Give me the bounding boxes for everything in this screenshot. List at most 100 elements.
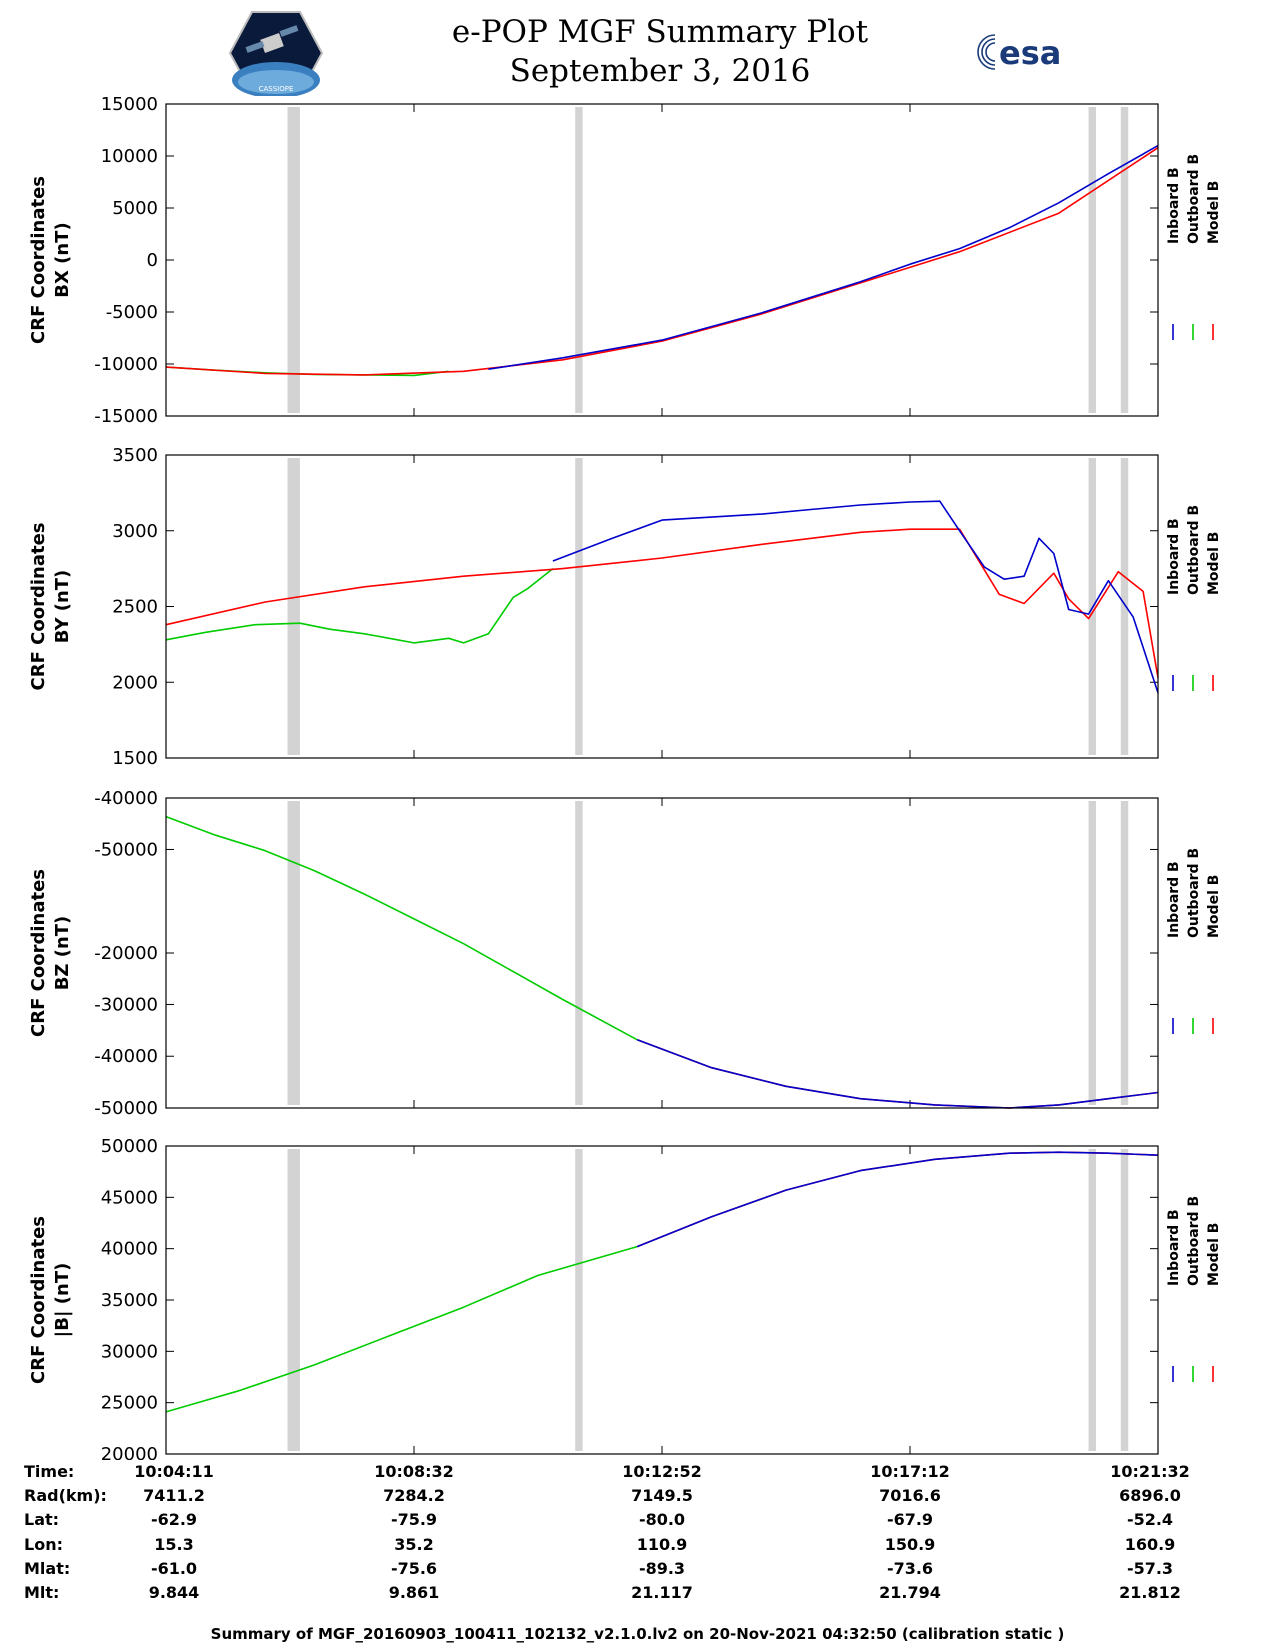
series-model-line bbox=[165, 528, 1159, 678]
data-gap-bar-2 bbox=[575, 1149, 583, 1451]
legend-label: Model B bbox=[1206, 1223, 1222, 1286]
y-tick-label: -40000 bbox=[94, 1046, 158, 1067]
legend-label: Outboard B bbox=[1186, 154, 1202, 244]
y-tick-label: -50000 bbox=[94, 1098, 158, 1119]
data-gap-bar-3 bbox=[1088, 107, 1096, 413]
y-axis-label: CRF Coordinates bbox=[28, 869, 49, 1037]
series-outboard-line bbox=[165, 567, 554, 644]
plot-date: September 3, 2016 bbox=[509, 53, 811, 89]
info-cell: -75.9 bbox=[390, 1510, 438, 1529]
y-axis-label: BX (nT) bbox=[52, 222, 73, 297]
y-axis-label: CRF Coordinates bbox=[28, 523, 49, 691]
legend-label: Inboard B bbox=[1166, 518, 1182, 595]
y-tick-label: 2000 bbox=[112, 672, 158, 693]
info-cell: 7411.2 bbox=[143, 1486, 205, 1505]
legend-label: Outboard B bbox=[1186, 505, 1202, 595]
info-row-label: Rad(km): bbox=[24, 1486, 107, 1505]
y-tick-label: 15000 bbox=[101, 94, 158, 115]
y-tick-label: 3000 bbox=[112, 521, 158, 542]
y-tick-label: -5000 bbox=[106, 302, 158, 323]
info-cell: 110.9 bbox=[636, 1535, 688, 1554]
info-cell: 9.844 bbox=[148, 1583, 200, 1602]
data-gap-bar-3 bbox=[1088, 1149, 1096, 1451]
data-gap-bar-4 bbox=[1120, 107, 1129, 413]
cassiope-logo-text: CASSIOPE bbox=[259, 85, 294, 93]
y-tick-label: 35000 bbox=[101, 1290, 158, 1311]
info-row-label: Mlt: bbox=[24, 1583, 60, 1602]
plot-frame bbox=[165, 103, 1159, 417]
y-axis-label: BZ (nT) bbox=[52, 916, 73, 991]
legend: Inboard B Outboard B Model B bbox=[1166, 154, 1222, 340]
panel-2: 3500 3000 2500 2000 1500 CRF Coordinates BY (n… bbox=[28, 445, 1222, 769]
data-gap-bar-1 bbox=[287, 107, 300, 413]
legend: Inboard B Outboard B Model B bbox=[1166, 848, 1222, 1034]
y-axis-label: CRF Coordinates bbox=[28, 176, 49, 344]
y-tick-label: 25000 bbox=[101, 1393, 158, 1414]
y-tick-label: -10000 bbox=[94, 354, 158, 375]
y-tick-label: -20000 bbox=[94, 943, 158, 964]
series-outboard-line bbox=[165, 815, 638, 1041]
series-inboard-line bbox=[636, 1039, 1159, 1109]
esa-logo: esa bbox=[977, 32, 1061, 72]
y-tick-label: -15000 bbox=[94, 406, 158, 427]
footer-summary: Summary of MGF_20160903_100411_102132_v2… bbox=[210, 1625, 1065, 1643]
info-cell: 10:21:32 bbox=[1110, 1462, 1190, 1481]
legend-label: Model B bbox=[1206, 532, 1222, 595]
orbit-info-table: Time: Rad(km): Lat: Lon: Mlat: Mlt: 10:04:11 74… bbox=[0, 1462, 1275, 1612]
info-cell: 21.117 bbox=[631, 1583, 693, 1602]
y-tick-label: 1500 bbox=[112, 748, 158, 769]
data-gap-bar-1 bbox=[287, 458, 300, 755]
cassiope-logo: CASSIOPE bbox=[228, 11, 324, 96]
info-cell: 160.9 bbox=[1124, 1535, 1176, 1554]
plot-frame bbox=[165, 797, 1159, 1109]
info-cell: -89.3 bbox=[638, 1559, 686, 1578]
data-gap-bar-3 bbox=[1088, 801, 1096, 1105]
info-cell: -73.6 bbox=[886, 1559, 934, 1578]
info-cell: 9.861 bbox=[388, 1583, 440, 1602]
info-cell: 15.3 bbox=[154, 1535, 194, 1554]
legend-label: Inboard B bbox=[1166, 861, 1182, 938]
y-tick-label: 45000 bbox=[101, 1187, 158, 1208]
info-row-label: Time: bbox=[24, 1462, 75, 1481]
panel-1: 15000 10000 5000 0 -5000 -10000 -15000 CRF Coor… bbox=[28, 94, 1222, 427]
data-gap-bar-4 bbox=[1120, 801, 1129, 1105]
y-tick-label: 3500 bbox=[112, 445, 158, 466]
info-cell: 10:08:32 bbox=[374, 1462, 454, 1481]
legend-label: Inboard B bbox=[1166, 167, 1182, 244]
info-row-label: Mlat: bbox=[24, 1559, 71, 1578]
y-axis-label: CRF Coordinates bbox=[28, 1216, 49, 1384]
y-tick-label: 30000 bbox=[101, 1341, 158, 1362]
info-cell: 7284.2 bbox=[383, 1486, 445, 1505]
data-gap-bar-2 bbox=[575, 458, 583, 755]
plot-title: e-POP MGF Summary Plot bbox=[451, 14, 869, 50]
data-gap-bar-2 bbox=[575, 801, 583, 1105]
y-tick-label: 2500 bbox=[112, 597, 158, 618]
data-gap-bar-4 bbox=[1120, 458, 1129, 755]
panel-3: -40000 -50000 -20000 -30000 -40000 -50000 CRF … bbox=[28, 788, 1222, 1119]
y-tick-label: -30000 bbox=[94, 994, 158, 1015]
series-inboard-line bbox=[636, 1151, 1159, 1248]
legend: Inboard B Outboard B Model B bbox=[1166, 1196, 1222, 1382]
legend-label: Model B bbox=[1206, 875, 1222, 938]
info-cell: -62.9 bbox=[150, 1510, 198, 1529]
info-cell: 7016.6 bbox=[879, 1486, 941, 1505]
data-gap-bar-1 bbox=[287, 801, 300, 1105]
data-gap-bar-2 bbox=[575, 107, 583, 413]
panel-4: 50000 45000 40000 35000 30000 25000 20000 CRF C… bbox=[28, 1136, 1222, 1460]
y-tick-label: 50000 bbox=[101, 1136, 158, 1157]
y-axis-label: BY (nT) bbox=[52, 570, 73, 644]
y-tick-label: -40000 bbox=[94, 788, 158, 809]
y-tick-label: 5000 bbox=[112, 198, 158, 219]
info-cell: -61.0 bbox=[150, 1559, 198, 1578]
info-cell: -57.3 bbox=[1126, 1559, 1174, 1578]
info-cell: 35.2 bbox=[394, 1535, 434, 1554]
series-inboard-line bbox=[552, 500, 1159, 694]
series-model-line bbox=[165, 147, 1159, 376]
data-gap-bar-4 bbox=[1120, 1149, 1129, 1451]
info-cell: -80.0 bbox=[638, 1510, 686, 1529]
info-row-label: Lon: bbox=[24, 1535, 63, 1554]
info-cell: 21.794 bbox=[879, 1583, 941, 1602]
info-cell: -67.9 bbox=[886, 1510, 934, 1529]
y-tick-label: 40000 bbox=[101, 1239, 158, 1260]
